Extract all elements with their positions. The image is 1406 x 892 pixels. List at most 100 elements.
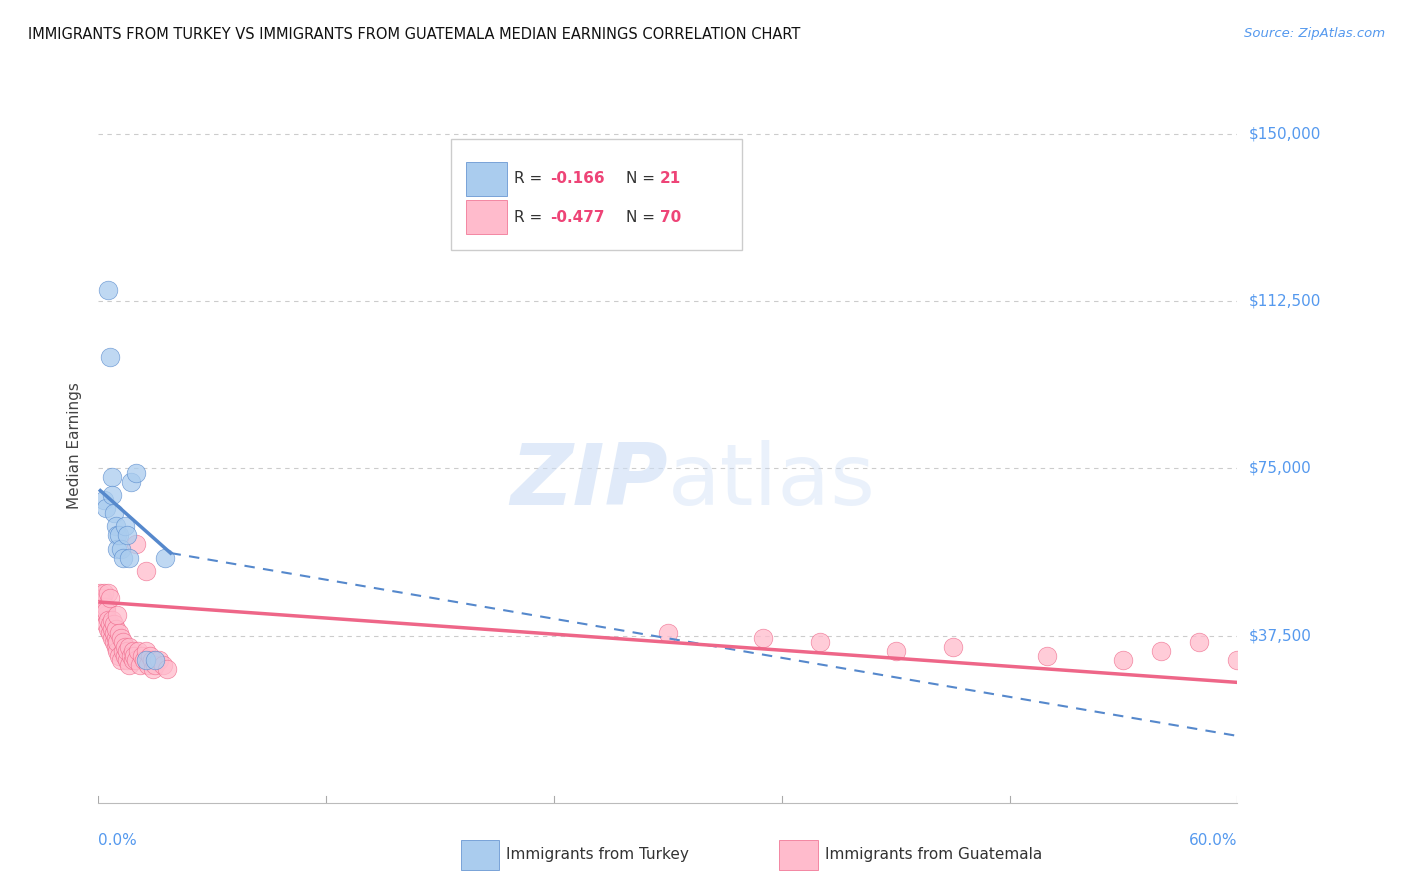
- Point: [114, 648, 136, 663]
- Point: [127, 644, 149, 658]
- Point: [107, 528, 129, 542]
- Point: [1036, 648, 1059, 663]
- Point: [1226, 653, 1249, 667]
- Point: [118, 640, 141, 654]
- Point: [135, 644, 157, 658]
- FancyBboxPatch shape: [461, 840, 499, 870]
- Point: [808, 635, 831, 649]
- Point: [97, 613, 120, 627]
- Point: [657, 626, 679, 640]
- Text: $150,000: $150,000: [1249, 127, 1320, 141]
- Point: [104, 622, 127, 636]
- Point: [91, 591, 114, 605]
- Point: [93, 599, 115, 614]
- Text: N =: N =: [626, 171, 659, 186]
- Point: [93, 604, 115, 618]
- Point: [94, 604, 117, 618]
- Point: [108, 626, 131, 640]
- Point: [1188, 635, 1211, 649]
- Point: [138, 648, 160, 663]
- Point: [98, 591, 121, 605]
- Point: [121, 653, 143, 667]
- Text: $112,500: $112,500: [1249, 293, 1320, 309]
- Text: $37,500: $37,500: [1249, 628, 1312, 643]
- Point: [125, 466, 148, 480]
- Text: IMMIGRANTS FROM TURKEY VS IMMIGRANTS FROM GUATEMALA MEDIAN EARNINGS CORRELATION : IMMIGRANTS FROM TURKEY VS IMMIGRANTS FRO…: [28, 27, 800, 42]
- Point: [114, 519, 136, 533]
- Point: [94, 617, 117, 632]
- Point: [103, 506, 125, 520]
- Point: [153, 550, 176, 565]
- Point: [120, 648, 142, 663]
- Point: [1150, 644, 1173, 658]
- Point: [98, 626, 121, 640]
- Point: [110, 653, 132, 667]
- Point: [93, 492, 115, 507]
- Point: [148, 653, 170, 667]
- Point: [118, 657, 141, 672]
- Text: 70: 70: [659, 210, 681, 225]
- FancyBboxPatch shape: [451, 139, 742, 250]
- Text: R =: R =: [515, 171, 547, 186]
- Point: [125, 653, 148, 667]
- Point: [142, 662, 165, 676]
- Text: $75,000: $75,000: [1249, 461, 1312, 475]
- Point: [107, 635, 129, 649]
- Y-axis label: Median Earnings: Median Earnings: [67, 383, 83, 509]
- Point: [98, 617, 121, 632]
- FancyBboxPatch shape: [779, 840, 818, 870]
- Point: [118, 550, 141, 565]
- Point: [93, 586, 115, 600]
- Point: [107, 608, 129, 623]
- Point: [94, 501, 117, 516]
- Point: [141, 653, 163, 667]
- Point: [103, 617, 125, 632]
- Text: ZIP: ZIP: [510, 440, 668, 524]
- Point: [131, 648, 153, 663]
- Point: [120, 475, 142, 489]
- Point: [100, 470, 122, 484]
- Point: [115, 528, 138, 542]
- Point: [884, 644, 907, 658]
- Point: [91, 595, 114, 609]
- Text: 21: 21: [659, 171, 681, 186]
- Text: -0.477: -0.477: [551, 210, 605, 225]
- Point: [752, 631, 775, 645]
- Point: [135, 564, 157, 578]
- Point: [104, 631, 127, 645]
- Point: [103, 635, 125, 649]
- Point: [107, 541, 129, 556]
- Point: [100, 488, 122, 502]
- Point: [135, 653, 157, 667]
- Text: Immigrants from Turkey: Immigrants from Turkey: [506, 847, 689, 862]
- Point: [100, 631, 122, 645]
- Point: [94, 599, 117, 614]
- Point: [89, 586, 111, 600]
- Point: [112, 644, 135, 658]
- Point: [104, 519, 127, 533]
- Point: [98, 350, 121, 364]
- Point: [110, 631, 132, 645]
- FancyBboxPatch shape: [467, 200, 508, 235]
- Point: [114, 640, 136, 654]
- Point: [103, 626, 125, 640]
- Point: [121, 644, 143, 658]
- Point: [1112, 653, 1135, 667]
- Text: Immigrants from Guatemala: Immigrants from Guatemala: [825, 847, 1042, 862]
- Text: 0.0%: 0.0%: [98, 833, 138, 848]
- Point: [115, 653, 138, 667]
- Point: [100, 613, 122, 627]
- Point: [942, 640, 965, 654]
- Point: [107, 644, 129, 658]
- Point: [112, 635, 135, 649]
- Point: [152, 657, 174, 672]
- Point: [108, 648, 131, 663]
- FancyBboxPatch shape: [467, 161, 508, 196]
- Text: N =: N =: [626, 210, 659, 225]
- Point: [110, 541, 132, 556]
- Point: [115, 644, 138, 658]
- Point: [129, 657, 152, 672]
- Point: [125, 537, 148, 551]
- Text: 60.0%: 60.0%: [1189, 833, 1237, 848]
- Point: [97, 283, 120, 297]
